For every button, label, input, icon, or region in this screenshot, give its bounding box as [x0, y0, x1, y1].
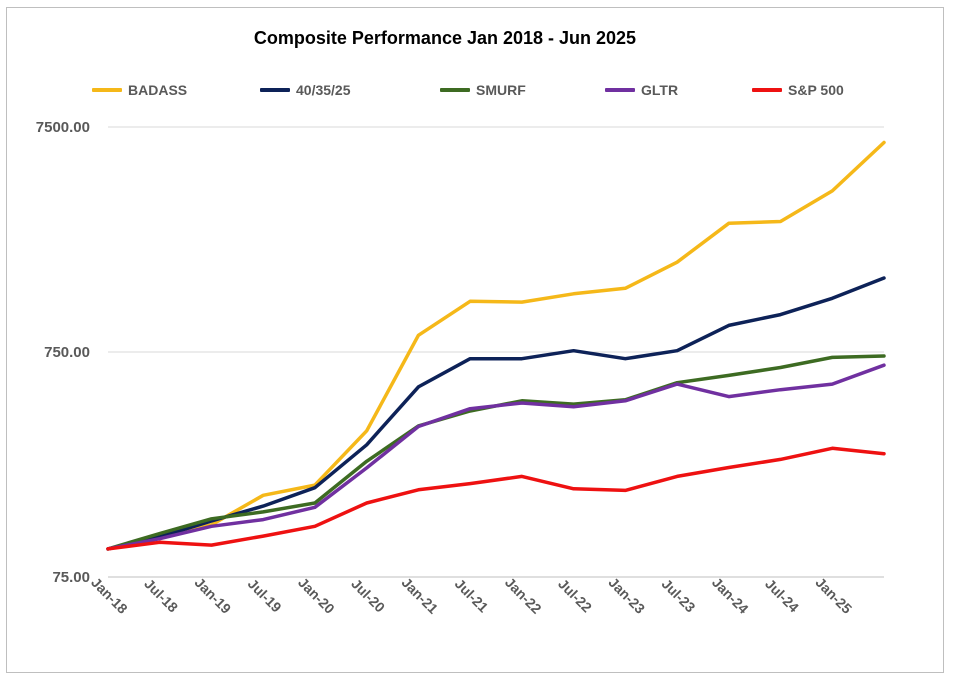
legend-swatch-gltr [605, 88, 635, 92]
series-line-s-p-500 [106, 446, 886, 551]
legend-item-403525[interactable]: 40/35/25 [260, 82, 351, 98]
x-tick-label: Jan-20 [295, 574, 338, 617]
x-tick-labels: Jan-18 Jul-18 Jan-19 Jul-19 Jan-20 Jul-20 Jan-… [88, 574, 855, 617]
legend-swatch-403525 [260, 88, 290, 92]
chart-frame [6, 7, 944, 673]
series-line-smurf [106, 354, 886, 551]
y-tick-label: 75.00 [52, 569, 90, 586]
x-tick-label: Jul-21 [452, 575, 492, 615]
x-tick-label: Jul-18 [141, 575, 181, 615]
legend-item-sp500[interactable]: S&P 500 [752, 82, 844, 98]
x-tick-label: Jan-19 [192, 574, 235, 617]
legend-swatch-badass [92, 88, 122, 92]
y-tick-label: 7500.00 [36, 119, 90, 136]
x-tick-label: Jul-23 [659, 575, 699, 615]
legend-item-gltr[interactable]: GLTR [605, 82, 678, 98]
legend-label-badass: BADASS [128, 82, 188, 98]
series-line-badass [106, 140, 886, 551]
chart-title: Composite Performance Jan 2018 - Jun 202… [253, 28, 637, 48]
series-line-40-35-25 [106, 276, 886, 551]
x-tick-label: Jul-20 [348, 575, 388, 615]
x-tick-label: Jan-25 [812, 574, 855, 617]
x-tick-label: Jul-19 [245, 575, 285, 615]
legend-swatch-sp500 [752, 88, 782, 92]
legend-label-sp500: S&P 500 [788, 82, 844, 98]
x-tick-label: Jul-24 [762, 575, 802, 615]
series-lines [106, 140, 886, 551]
x-tick-label: Jan-22 [502, 574, 545, 617]
gridlines [108, 126, 884, 578]
legend-label-403525: 40/35/25 [296, 82, 351, 98]
x-tick-label: Jan-24 [709, 574, 752, 617]
legend-label-gltr: GLTR [641, 82, 679, 98]
legend-item-smurf[interactable]: SMURF [440, 82, 526, 98]
series-line-gltr [106, 363, 886, 551]
x-tick-label: Jan-23 [606, 574, 649, 617]
y-tick-label: 750.00 [44, 344, 90, 361]
x-tick-label: Jan-21 [399, 574, 442, 617]
legend-swatch-smurf [440, 88, 470, 92]
y-tick-labels: 75.00 750.00 7500.00 [36, 119, 90, 586]
x-tick-label: Jan-18 [88, 574, 131, 617]
legend-item-badass[interactable]: BADASS [92, 82, 187, 98]
x-tick-label: Jul-22 [555, 575, 595, 615]
chart-legend: BADASS 40/35/25 SMURF GLTR S&P 500 [0, 82, 957, 102]
legend-label-smurf: SMURF [476, 82, 526, 98]
